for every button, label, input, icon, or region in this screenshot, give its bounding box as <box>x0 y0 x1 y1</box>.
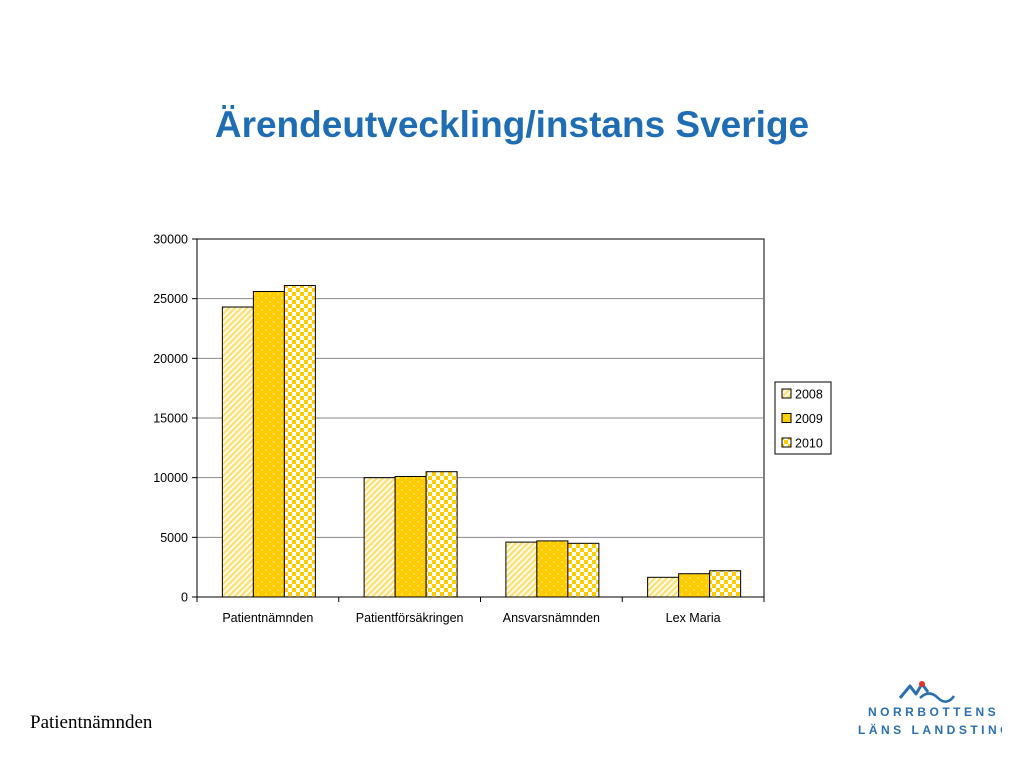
bar-2009-0 <box>252 291 285 598</box>
legend: 2008 2009 2010 <box>774 381 832 455</box>
bar-2008-0 <box>221 306 254 598</box>
bar-2010-1 <box>425 471 458 598</box>
legend-swatch-2008 <box>781 388 792 399</box>
footer-label: Patientnämnden <box>30 712 153 733</box>
bar-2008-1 <box>363 477 396 598</box>
legend-label-2010: 2010 <box>795 437 823 451</box>
bar-2010-0 <box>283 285 316 598</box>
axes: 0 5000 10000 15000 20000 25000 30000 Patientnäm… <box>153 233 765 625</box>
y-tick-label: 5000 <box>160 531 188 545</box>
bar-2009-1 <box>394 475 427 598</box>
x-tick-label: Lex Maria <box>666 611 721 625</box>
mountain-wave-logo-icon <box>898 681 956 703</box>
slide-title: Ärendeutveckling/instans Sverige <box>214 104 810 145</box>
y-tick-label: 25000 <box>153 292 188 306</box>
logo: NORRBOTTENS LÄNS LANDSTING <box>858 681 1002 737</box>
logo-line-2: LÄNS LANDSTING <box>858 722 1002 737</box>
y-tick-label: 0 <box>181 591 188 605</box>
x-tick-label: Ansvarsnämnden <box>503 611 600 625</box>
y-tick-label: 10000 <box>153 471 188 485</box>
x-tick-label: Patientnämnden <box>222 611 313 625</box>
bar-2008-3 <box>647 576 680 598</box>
legend-swatch-2010 <box>781 437 792 448</box>
bar-2009-3 <box>678 573 711 598</box>
bar-2010-3 <box>709 570 742 598</box>
bar-2009-2 <box>536 540 569 598</box>
y-tick-label: 20000 <box>153 352 188 366</box>
y-tick-label: 30000 <box>153 233 188 247</box>
legend-label-2008: 2008 <box>795 388 823 402</box>
logo-line-1: NORRBOTTENS <box>868 705 999 719</box>
bars <box>221 285 742 598</box>
legend-swatch-2009 <box>781 413 792 423</box>
bar-2010-2 <box>567 542 600 598</box>
bar-2008-2 <box>505 541 538 598</box>
x-tick-label: Patientförsäkringen <box>356 611 464 625</box>
legend-label-2009: 2009 <box>795 412 823 426</box>
y-tick-label: 15000 <box>153 412 188 426</box>
